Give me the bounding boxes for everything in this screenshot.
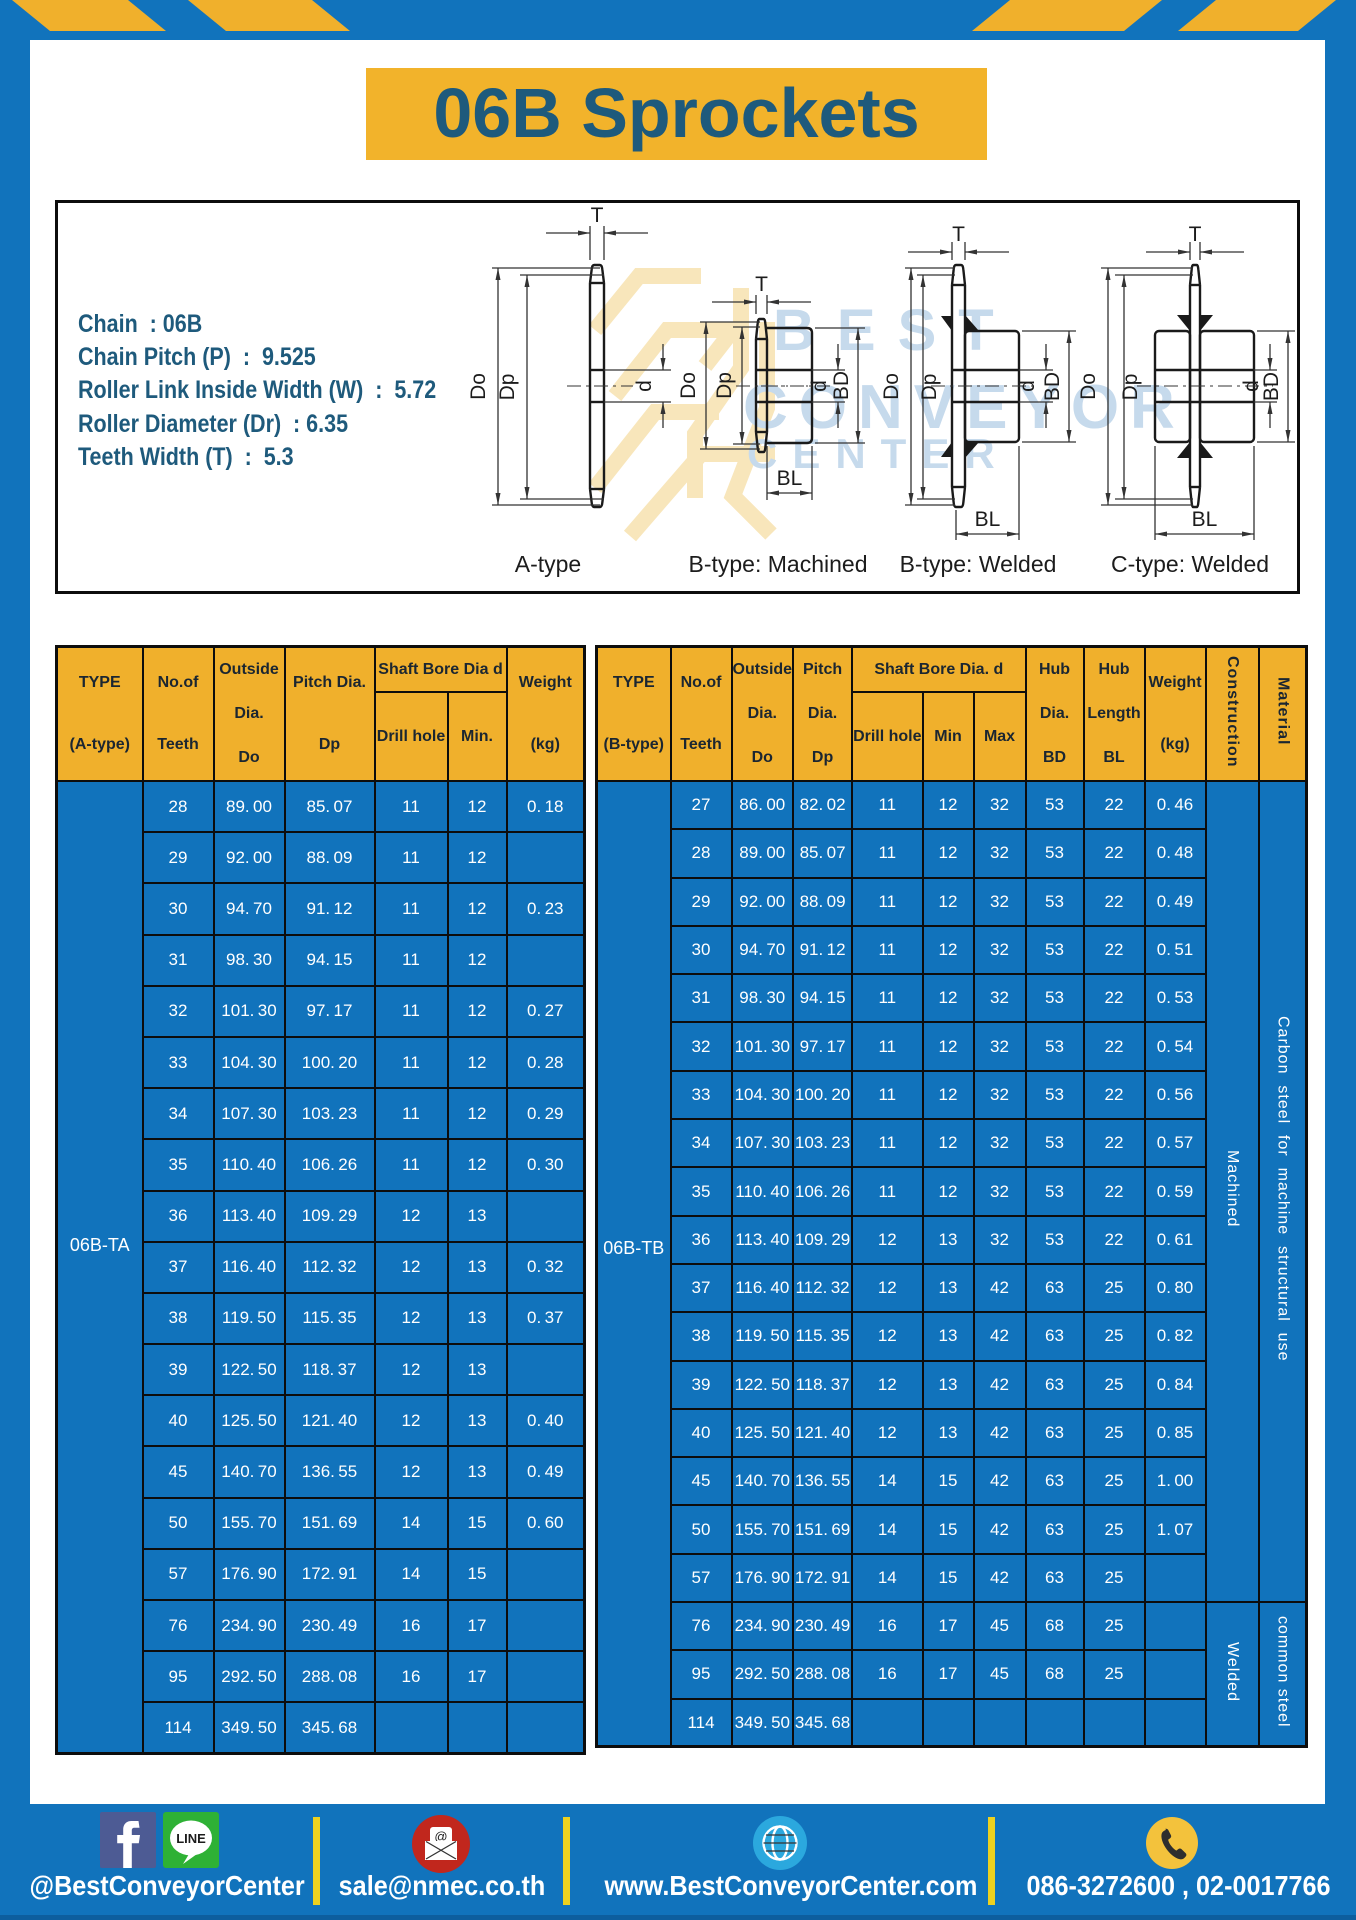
svg-text:Dp: Dp xyxy=(1119,374,1142,401)
svg-text:BL: BL xyxy=(1192,508,1218,531)
svg-text:B-type: Machined: B-type: Machined xyxy=(689,551,868,577)
svg-text:Dp: Dp xyxy=(918,374,941,401)
svg-text:CONVEYOR: CONVEYOR xyxy=(743,373,1186,442)
svg-text:BD: BD xyxy=(1260,372,1283,401)
svg-text:Do: Do xyxy=(1077,373,1100,400)
svg-text:BL: BL xyxy=(777,467,803,490)
svg-text:CENTER: CENTER xyxy=(747,430,1010,477)
svg-text:T: T xyxy=(591,204,604,227)
svg-text:Do: Do xyxy=(677,372,700,399)
svg-text:Dp: Dp xyxy=(713,372,736,399)
svg-text:T: T xyxy=(755,273,768,296)
svg-text:B-type: Welded: B-type: Welded xyxy=(900,551,1057,577)
svg-text:d: d xyxy=(1016,380,1039,392)
svg-text:d: d xyxy=(633,380,656,392)
svg-text:Do: Do xyxy=(467,373,490,400)
svg-text:LINE: LINE xyxy=(176,1831,206,1846)
svg-text:A-type: A-type xyxy=(515,551,581,577)
svg-text:BL: BL xyxy=(975,508,1001,531)
svg-text:d: d xyxy=(1240,380,1263,392)
svg-text:T: T xyxy=(952,223,965,246)
svg-text:BD: BD xyxy=(1041,372,1064,401)
svg-text:T: T xyxy=(1189,223,1202,246)
svg-text:Do: Do xyxy=(880,373,903,400)
svg-text:@: @ xyxy=(434,1829,447,1844)
svg-text:C-type: Welded: C-type: Welded xyxy=(1111,551,1269,577)
svg-text:d: d xyxy=(808,380,831,392)
svg-text:Dp: Dp xyxy=(496,374,519,401)
svg-text:BEST: BEST xyxy=(773,298,1016,363)
svg-text:BD: BD xyxy=(830,371,853,400)
